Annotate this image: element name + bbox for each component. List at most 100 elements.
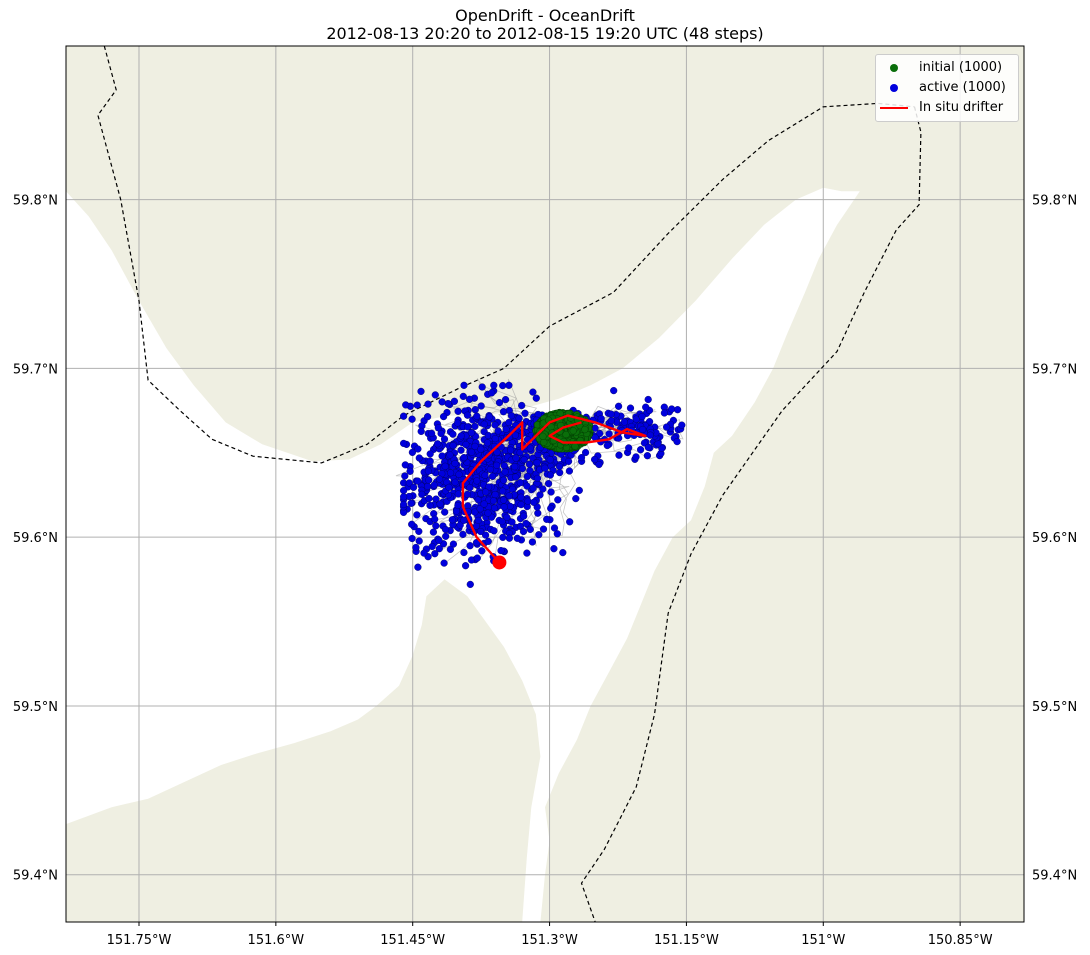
active-particle bbox=[446, 545, 455, 554]
active-particle bbox=[513, 534, 521, 542]
active-particle bbox=[590, 455, 599, 464]
legend-marker-active bbox=[890, 84, 898, 92]
initial-particle bbox=[539, 432, 547, 440]
active-particle bbox=[489, 472, 497, 480]
active-particle bbox=[459, 530, 467, 539]
active-particle bbox=[529, 484, 537, 492]
x-tick-label: 151.75°W bbox=[107, 933, 172, 948]
active-particle bbox=[499, 408, 508, 416]
active-particle bbox=[451, 478, 459, 486]
active-particle bbox=[539, 525, 548, 533]
active-particle bbox=[546, 456, 554, 464]
active-particle bbox=[490, 381, 498, 389]
active-particle bbox=[607, 410, 615, 418]
active-particle bbox=[410, 483, 418, 491]
active-particle bbox=[528, 538, 537, 546]
active-particle bbox=[442, 525, 450, 534]
active-particle bbox=[620, 418, 629, 426]
active-particle bbox=[499, 382, 507, 390]
active-particle bbox=[673, 438, 681, 446]
active-particle bbox=[449, 430, 457, 438]
active-particle bbox=[536, 491, 544, 499]
active-particle bbox=[441, 462, 449, 470]
active-particle bbox=[522, 519, 530, 528]
active-particle bbox=[494, 427, 502, 435]
active-particle bbox=[595, 460, 603, 469]
active-particle bbox=[521, 409, 529, 417]
active-particle bbox=[412, 543, 420, 552]
active-particle bbox=[437, 429, 445, 438]
active-particle bbox=[480, 420, 488, 428]
active-particle bbox=[643, 452, 652, 460]
active-particle bbox=[408, 448, 417, 457]
active-particle bbox=[505, 534, 514, 542]
active-particle bbox=[556, 469, 564, 477]
active-particle bbox=[553, 530, 561, 538]
active-particle bbox=[489, 497, 498, 505]
active-particle bbox=[491, 435, 499, 443]
active-particle bbox=[530, 498, 538, 506]
active-particle bbox=[603, 441, 611, 450]
active-particle bbox=[462, 562, 470, 570]
active-particle bbox=[511, 431, 520, 439]
active-particle bbox=[512, 454, 520, 462]
active-particle bbox=[523, 472, 531, 481]
active-particle bbox=[499, 487, 507, 495]
active-particle bbox=[550, 524, 559, 532]
y-axis-ticks: 59.8°N 59.8°N 59.7°N 59.7°N 59.6°N 59.6°N 59.5… bbox=[13, 194, 1077, 884]
active-particle bbox=[460, 381, 468, 389]
active-particle bbox=[460, 548, 468, 557]
active-particle bbox=[432, 522, 440, 530]
drifter-end-marker bbox=[492, 555, 507, 570]
active-particle bbox=[555, 462, 564, 471]
active-particle bbox=[673, 406, 682, 414]
active-particle bbox=[484, 537, 492, 546]
active-particle bbox=[638, 412, 646, 421]
active-particle bbox=[459, 392, 467, 401]
legend: initial (1000) active (1000) In situ dri… bbox=[875, 54, 1019, 122]
y-tick-label-left: 59.4°N bbox=[13, 869, 58, 884]
active-particle bbox=[515, 414, 523, 422]
active-particle bbox=[426, 450, 434, 458]
active-particle bbox=[460, 454, 468, 462]
active-particle bbox=[519, 527, 528, 536]
active-particle bbox=[482, 531, 490, 539]
active-particle bbox=[424, 413, 432, 421]
legend-item-active: active (1000) bbox=[876, 78, 1018, 98]
y-tick-label-right: 59.5°N bbox=[1032, 700, 1077, 715]
active-particle bbox=[456, 521, 464, 529]
active-particle bbox=[559, 548, 567, 557]
x-tick-label: 150.85°W bbox=[928, 933, 993, 948]
active-particle bbox=[535, 531, 543, 539]
active-particle bbox=[454, 490, 462, 498]
active-particle bbox=[642, 403, 650, 411]
active-particle bbox=[455, 470, 463, 479]
active-particle bbox=[497, 546, 505, 555]
active-particle bbox=[502, 425, 510, 433]
active-particle bbox=[417, 387, 425, 396]
active-particle bbox=[400, 439, 408, 448]
land-north bbox=[66, 46, 1024, 922]
active-particle bbox=[506, 502, 514, 510]
active-particle bbox=[448, 516, 456, 524]
active-particle bbox=[607, 417, 616, 425]
active-particle bbox=[405, 479, 413, 487]
land-layer bbox=[66, 46, 1024, 922]
active-particle bbox=[402, 401, 410, 409]
active-particle bbox=[500, 462, 508, 470]
x-tick-label: 151.45°W bbox=[380, 933, 445, 948]
particle-trajectory bbox=[557, 442, 579, 537]
active-particle bbox=[447, 469, 455, 477]
plot-title: OpenDrift - OceanDrift bbox=[455, 6, 635, 25]
active-particle bbox=[516, 479, 524, 487]
active-particle bbox=[424, 482, 432, 491]
active-particle bbox=[493, 448, 501, 456]
initial-particle bbox=[571, 442, 579, 450]
active-particle bbox=[451, 459, 459, 468]
active-particle bbox=[486, 465, 494, 474]
plot-subtitle: 2012-08-13 20:20 to 2012-08-15 19:20 UTC… bbox=[326, 24, 764, 43]
y-tick-label-right: 59.8°N bbox=[1032, 194, 1077, 209]
active-particle bbox=[516, 449, 524, 457]
